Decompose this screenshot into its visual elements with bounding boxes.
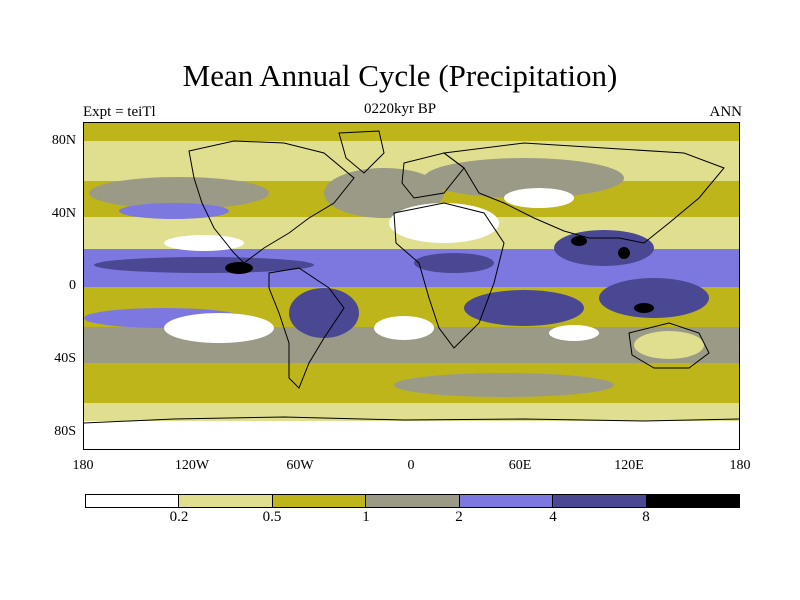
precip-bands: [84, 123, 739, 449]
region-eurasia: [424, 158, 624, 198]
band-antarctica: [84, 421, 739, 449]
region-central-america-max: [225, 262, 253, 274]
region-north-pacific: [89, 177, 269, 209]
chart-subtitle: 0220kyr BP: [363, 101, 437, 117]
region-south-atlantic-dry: [374, 316, 434, 340]
lon-label-60w: 60W: [286, 458, 314, 473]
colorbar-box-2: [272, 495, 367, 507]
colorbar-label-2: 2: [455, 509, 463, 525]
colorbar-label-1: 1: [362, 509, 370, 525]
lon-label-180e: 180: [729, 458, 751, 473]
colorbar-box-0: [86, 495, 180, 507]
coastline-greenland: [338, 130, 385, 174]
region-maritime-continent: [599, 278, 709, 318]
coastline-antarctica: [84, 416, 739, 424]
region-sahara: [389, 203, 499, 243]
lon-label-120e: 120E: [614, 458, 644, 473]
coastline-asia: [442, 142, 725, 244]
coastline-north-america: [188, 140, 355, 264]
band-southern-highlat: [84, 403, 739, 421]
region-pacific-itcz: [94, 257, 314, 273]
coastline-africa: [393, 202, 505, 349]
band-arctic: [84, 123, 739, 141]
coastline-australia: [628, 322, 710, 369]
chart-title: Mean Annual Cycle (Precipitation): [182, 58, 618, 93]
region-australia: [634, 331, 704, 359]
region-north-atlantic: [324, 168, 444, 218]
colorbar-label-0-2: 0.2: [169, 509, 189, 525]
lat-label-0: 0: [69, 278, 76, 293]
season-label: ANN: [709, 104, 743, 120]
colorbar-label-4: 4: [549, 509, 557, 525]
region-africa-monsoon: [414, 253, 494, 273]
region-southeast-pacific-dry: [164, 313, 274, 343]
lat-label-40n: 40N: [51, 206, 76, 221]
lon-label-60e: 60E: [508, 458, 532, 473]
experiment-label: Expt = teiTl: [83, 104, 156, 120]
colorbar-box-4: [459, 495, 554, 507]
region-north-pacific-storm: [119, 203, 229, 219]
colorbar-box-3: [366, 495, 460, 507]
lon-label-180w: 180: [72, 458, 94, 473]
region-indian-ocean: [464, 290, 584, 326]
coastlines: [84, 130, 739, 424]
lon-label-120w: 120W: [174, 458, 210, 473]
region-east-pacific-dry: [164, 235, 244, 251]
region-southern-ocean: [394, 373, 614, 397]
map-frame: [83, 122, 740, 450]
colorbar: [85, 494, 740, 508]
precipitation-map: [84, 123, 739, 449]
colorbar-box-1: [179, 495, 273, 507]
coastline-south-america: [268, 267, 345, 389]
region-south-america: [289, 288, 359, 338]
colorbar-label-8: 8: [642, 509, 650, 525]
lat-label-80n: 80N: [51, 133, 76, 148]
region-bay-of-bengal-max: [571, 236, 587, 246]
lon-label-0: 0: [407, 458, 415, 473]
region-asian-monsoon: [554, 230, 654, 266]
region-south-china-max: [618, 247, 630, 259]
lat-label-80s: 80S: [54, 424, 76, 439]
region-indonesia-max: [634, 303, 654, 313]
colorbar-box-5: [553, 495, 647, 507]
colorbar-box-6: [646, 495, 739, 507]
colorbar-label-0-5: 0.5: [262, 509, 282, 525]
lat-label-40s: 40S: [54, 351, 76, 366]
region-arabia: [504, 188, 574, 208]
region-south-indian-dry: [549, 325, 599, 341]
